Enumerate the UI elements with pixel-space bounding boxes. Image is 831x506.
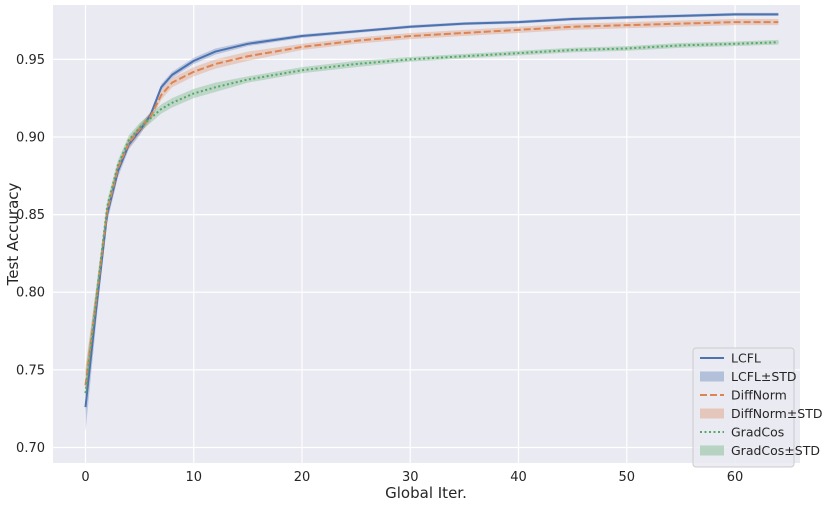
legend-label: LCFL [731, 351, 761, 366]
legend-label: DiffNorm [731, 388, 787, 403]
x-tick-labels: 0 10 20 30 40 50 60 [81, 470, 743, 485]
legend-label: DiffNorm±STD [731, 406, 822, 421]
x-tick-label: 60 [727, 470, 744, 485]
y-tick-label: 0.85 [16, 208, 45, 223]
x-tick-label: 10 [185, 470, 202, 485]
y-axis-title: Test Accuracy [4, 182, 22, 286]
x-axis-title: Global Iter. [385, 484, 467, 502]
series-lines [84, 13, 779, 408]
legend-box [692, 347, 795, 468]
x-tick-label: 50 [619, 470, 636, 485]
y-tick-label: 0.70 [16, 441, 45, 456]
legend-band-swatch [700, 371, 724, 382]
x-tick-label: 0 [81, 470, 89, 485]
x-tick-label: 20 [294, 470, 311, 485]
y-tick-label: 0.80 [16, 286, 45, 301]
y-tick-label: 0.90 [16, 130, 45, 145]
legend-band-swatch [700, 445, 724, 456]
legend-label: GradCos±STD [731, 443, 820, 458]
y-tick-label: 0.95 [16, 53, 45, 68]
legend: LCFL LCFL±STD DiffNorm DiffNorm±STD GradCos G… [692, 347, 822, 468]
x-tick-label: 30 [402, 470, 419, 485]
y-tick-labels: 0.70 0.75 0.80 0.85 0.90 0.95 [16, 53, 45, 456]
legend-label: GradCos [731, 425, 784, 440]
y-tick-label: 0.75 [16, 363, 45, 378]
grid [53, 5, 800, 463]
x-tick-label: 40 [510, 470, 527, 485]
plot-background [53, 5, 800, 463]
legend-label: LCFL±STD [731, 369, 797, 384]
series-line-gradcos [84, 41, 779, 394]
legend-band-swatch [700, 408, 724, 419]
series-line-diffnorm [84, 21, 779, 386]
